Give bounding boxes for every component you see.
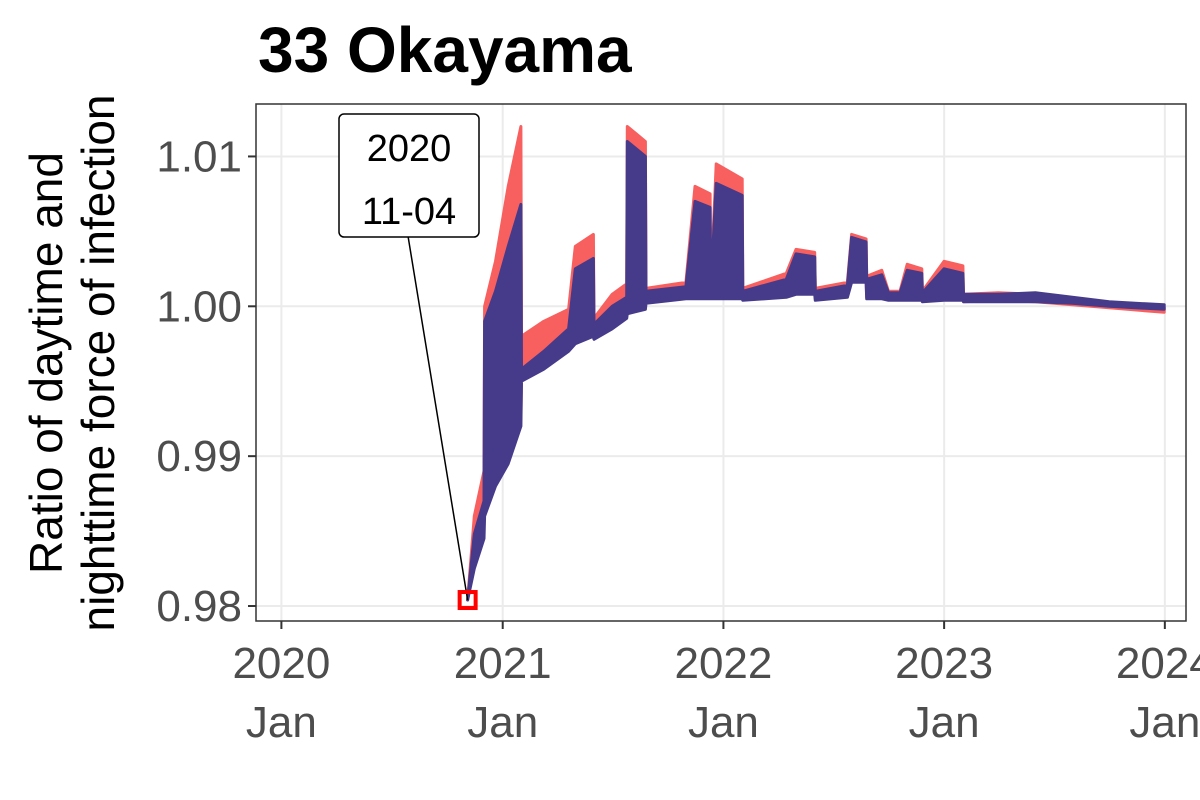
annotation-label-box [338,113,480,238]
x-tick-month: Jan [909,698,980,747]
x-tick-year: 2024 [1116,639,1200,688]
x-tick-month: Jan [246,698,317,747]
x-tick-year: 2022 [674,639,772,688]
y-tick-label: 0.98 [156,582,242,631]
y-axis-label-line1: Ratio of daytime and [20,152,72,574]
annotation-line1: 2020 [367,128,452,170]
plot-series [466,125,1166,602]
x-tick-month: Jan [688,698,759,747]
panel-border [255,103,1187,622]
y-axis-label: Ratio of daytime and nighttime force of … [20,95,124,632]
annotation: 2020 11-04 [338,113,480,611]
x-axis-ticks: 2020 Jan 2021 Jan 2022 Jan 2023 Jan 2024 Jan [232,621,1200,747]
x-tick-year: 2023 [895,639,993,688]
y-tick-label: 0.99 [156,432,242,481]
annotation-marker [457,590,478,611]
chart-title: 33 Okayama [258,14,632,86]
annotation-leader-line [407,235,469,601]
series-band-2 [466,140,1166,602]
x-tick-year: 2021 [454,639,552,688]
x-tick-month: Jan [467,698,538,747]
y-axis-ticks: 0.98 0.99 1.00 1.01 [156,132,256,631]
y-axis-label-line2: nighttime force of infection [72,95,124,632]
y-tick-label: 1.00 [156,282,242,331]
annotation-line2: 11-04 [362,191,456,233]
x-tick-year: 2020 [232,639,330,688]
series-band-1 [466,125,1166,602]
x-tick-month: Jan [1129,698,1200,747]
y-tick-label: 1.01 [156,132,242,181]
